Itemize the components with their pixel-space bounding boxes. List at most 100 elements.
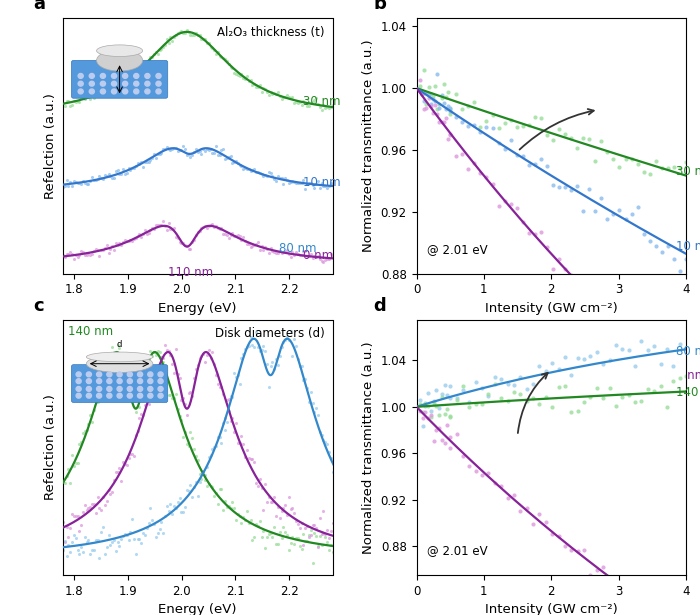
- Point: [229, 157, 240, 167]
- Point: [248, 457, 260, 467]
- Point: [145, 155, 156, 165]
- Point: [127, 164, 138, 173]
- Point: [345, 180, 356, 190]
- Point: [220, 154, 231, 164]
- Point: [119, 529, 130, 539]
- Point: [340, 480, 351, 490]
- Point: [139, 157, 150, 167]
- Point: [276, 506, 287, 516]
- Point: [294, 362, 305, 371]
- Point: [496, 374, 507, 384]
- Point: [483, 391, 494, 400]
- Point: [335, 255, 346, 264]
- Point: [655, 609, 666, 615]
- Text: Al₂O₃ thickness (t): Al₂O₃ thickness (t): [217, 26, 324, 39]
- Point: [211, 141, 222, 151]
- Point: [325, 453, 336, 462]
- Point: [248, 532, 260, 542]
- Point: [92, 492, 103, 502]
- Point: [642, 346, 653, 355]
- Point: [121, 72, 132, 82]
- Point: [136, 157, 147, 167]
- Point: [69, 177, 80, 186]
- Point: [178, 141, 189, 151]
- Point: [342, 543, 353, 553]
- Point: [617, 344, 628, 354]
- Point: [137, 61, 148, 71]
- Point: [338, 180, 349, 190]
- Point: [205, 144, 216, 154]
- Point: [112, 467, 123, 477]
- Point: [572, 181, 583, 191]
- Point: [300, 184, 311, 194]
- Point: [243, 239, 254, 249]
- Point: [199, 475, 211, 485]
- Point: [469, 120, 480, 130]
- Point: [254, 245, 265, 255]
- Point: [285, 538, 296, 547]
- Point: [444, 432, 456, 442]
- Point: [148, 149, 160, 159]
- Point: [662, 241, 673, 251]
- Point: [481, 172, 492, 181]
- Point: [456, 103, 468, 113]
- Point: [578, 133, 589, 143]
- Point: [79, 532, 90, 542]
- Point: [261, 532, 272, 542]
- Point: [212, 149, 223, 159]
- Point: [496, 393, 507, 403]
- Point: [290, 533, 302, 542]
- Point: [302, 536, 313, 546]
- Point: [148, 386, 160, 396]
- Point: [650, 357, 662, 367]
- Point: [97, 522, 108, 532]
- Point: [272, 360, 284, 370]
- Point: [572, 280, 583, 290]
- Point: [584, 351, 596, 361]
- Point: [327, 180, 338, 189]
- Point: [234, 71, 245, 81]
- Point: [125, 449, 136, 459]
- Point: [285, 504, 296, 514]
- Point: [108, 245, 120, 255]
- Point: [469, 158, 480, 168]
- Point: [680, 343, 692, 353]
- Point: [272, 502, 284, 512]
- Point: [636, 589, 647, 599]
- Point: [97, 245, 108, 255]
- Point: [335, 106, 346, 116]
- Point: [136, 381, 147, 391]
- Point: [152, 360, 163, 370]
- Point: [85, 502, 96, 512]
- Point: [636, 395, 647, 405]
- Point: [193, 30, 204, 40]
- Point: [79, 500, 90, 510]
- Point: [152, 50, 163, 60]
- Point: [521, 503, 532, 513]
- Point: [108, 535, 120, 545]
- Point: [176, 26, 187, 36]
- Point: [592, 565, 603, 574]
- Point: [281, 175, 293, 184]
- Point: [263, 248, 274, 258]
- Point: [143, 399, 154, 409]
- Point: [176, 145, 187, 155]
- Point: [320, 529, 331, 539]
- Point: [321, 439, 332, 449]
- Point: [483, 468, 494, 478]
- Point: [152, 149, 163, 159]
- Point: [206, 43, 218, 53]
- Point: [527, 379, 538, 389]
- Point: [305, 249, 316, 259]
- Point: [296, 250, 307, 260]
- Point: [451, 89, 462, 99]
- Point: [106, 241, 118, 251]
- Point: [252, 82, 263, 92]
- Point: [247, 241, 258, 251]
- Point: [221, 230, 232, 240]
- Point: [626, 154, 637, 164]
- Point: [123, 535, 134, 545]
- Point: [223, 407, 235, 416]
- Point: [150, 532, 162, 542]
- Point: [141, 389, 153, 399]
